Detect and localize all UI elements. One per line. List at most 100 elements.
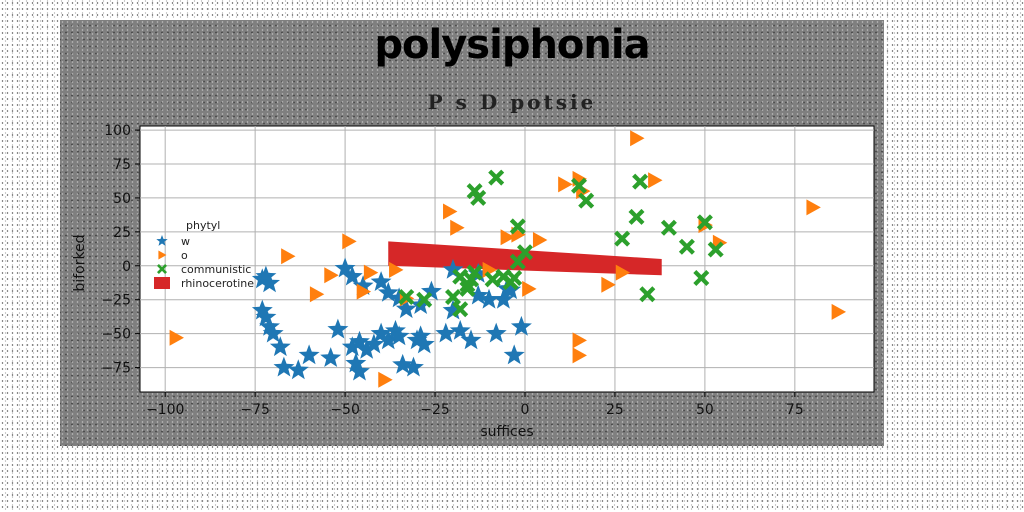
legend-marker-o <box>158 250 167 260</box>
point-w <box>385 319 406 340</box>
point-communistic <box>509 218 526 235</box>
point-w <box>341 265 363 286</box>
x-tick-label: 25 <box>606 402 624 418</box>
point-communistic <box>614 230 631 247</box>
x-tick-label: −75 <box>240 402 270 418</box>
x-tick-label: 75 <box>786 402 804 418</box>
point-communistic <box>693 270 710 286</box>
point-w <box>259 272 280 293</box>
point-communistic <box>398 289 415 305</box>
point-o <box>806 199 821 216</box>
point-w <box>370 322 392 343</box>
marker-layer <box>169 130 847 388</box>
y-tick-label: 25 <box>113 225 131 241</box>
point-o <box>389 261 404 278</box>
point-w <box>478 288 500 309</box>
point-communistic <box>660 219 677 236</box>
point-communistic <box>459 280 476 297</box>
point-communistic <box>678 238 695 255</box>
point-w <box>421 280 442 301</box>
point-o <box>169 329 184 346</box>
chart-title: P s D potsie <box>427 90 597 114</box>
point-w <box>262 322 284 343</box>
legend-marker-communistic <box>157 264 167 274</box>
x-tick-label: 0 <box>521 402 530 418</box>
x-tick-label: −100 <box>146 402 184 418</box>
point-w <box>435 322 457 343</box>
x-axis-label: suffices <box>480 424 533 440</box>
y-tick-label: −50 <box>101 327 131 343</box>
point-communistic <box>416 291 433 308</box>
point-o <box>615 264 631 281</box>
point-w <box>377 281 399 302</box>
point-communistic <box>445 289 461 305</box>
legend-label-o: o <box>181 249 188 262</box>
point-communistic <box>632 173 649 190</box>
point-w <box>273 356 295 377</box>
point-w <box>503 344 525 365</box>
point-communistic <box>696 214 713 231</box>
x-tick-label: −25 <box>420 402 450 418</box>
point-o <box>324 267 339 284</box>
point-w <box>492 288 514 309</box>
y-tick-label: 0 <box>122 259 131 275</box>
legend-label-rhinocerotine: rhinocerotine <box>181 277 254 290</box>
point-o <box>558 176 573 193</box>
point-w <box>467 262 489 283</box>
point-w <box>500 279 522 300</box>
point-communistic <box>452 301 469 318</box>
legend-title: phytyl <box>186 219 220 232</box>
point-w <box>255 265 277 286</box>
x-tick-label: −50 <box>330 402 360 418</box>
point-w <box>334 257 356 278</box>
point-w <box>442 258 464 279</box>
point-communistic <box>517 244 533 261</box>
point-w <box>395 298 417 319</box>
point-o <box>443 203 458 220</box>
point-w <box>460 329 482 350</box>
y-tick-label: −25 <box>101 293 131 309</box>
point-o <box>572 332 587 349</box>
point-o <box>309 286 325 303</box>
point-w <box>388 287 410 308</box>
point-communistic <box>506 270 523 286</box>
point-w <box>388 325 410 346</box>
point-w <box>363 333 385 354</box>
legend-marker-rhinocerotine <box>154 277 170 289</box>
point-w <box>410 325 432 346</box>
point-o <box>378 371 393 388</box>
point-w <box>356 338 378 359</box>
point-w <box>327 318 349 339</box>
point-w <box>287 359 309 380</box>
point-w <box>269 336 291 357</box>
x-tick-label: 50 <box>696 402 714 418</box>
point-communistic <box>571 177 587 194</box>
y-axis-label: biforked <box>72 234 88 291</box>
point-o <box>363 264 379 281</box>
point-communistic <box>484 271 501 288</box>
point-w <box>510 315 532 336</box>
point-o <box>648 172 663 189</box>
point-w <box>403 356 424 377</box>
point-o <box>630 130 645 147</box>
point-w <box>392 353 414 374</box>
point-w <box>251 299 273 320</box>
point-w <box>349 360 370 381</box>
point-o <box>522 280 537 297</box>
point-communistic <box>707 241 724 258</box>
point-w <box>377 329 399 350</box>
point-w <box>449 319 471 340</box>
point-w <box>413 333 435 354</box>
point-w <box>255 306 277 327</box>
point-o <box>831 303 847 320</box>
axis-ticks: −100 −75 −50 −25 0 25 50 75 −75 −50 −25 0 25 50 75 100 <box>101 123 803 418</box>
y-tick-label: −75 <box>101 361 131 377</box>
point-w <box>352 275 374 295</box>
y-tick-label: 75 <box>113 157 131 173</box>
point-communistic <box>628 208 645 225</box>
point-w <box>345 352 367 373</box>
point-w <box>349 330 370 351</box>
point-communistic <box>466 264 483 281</box>
